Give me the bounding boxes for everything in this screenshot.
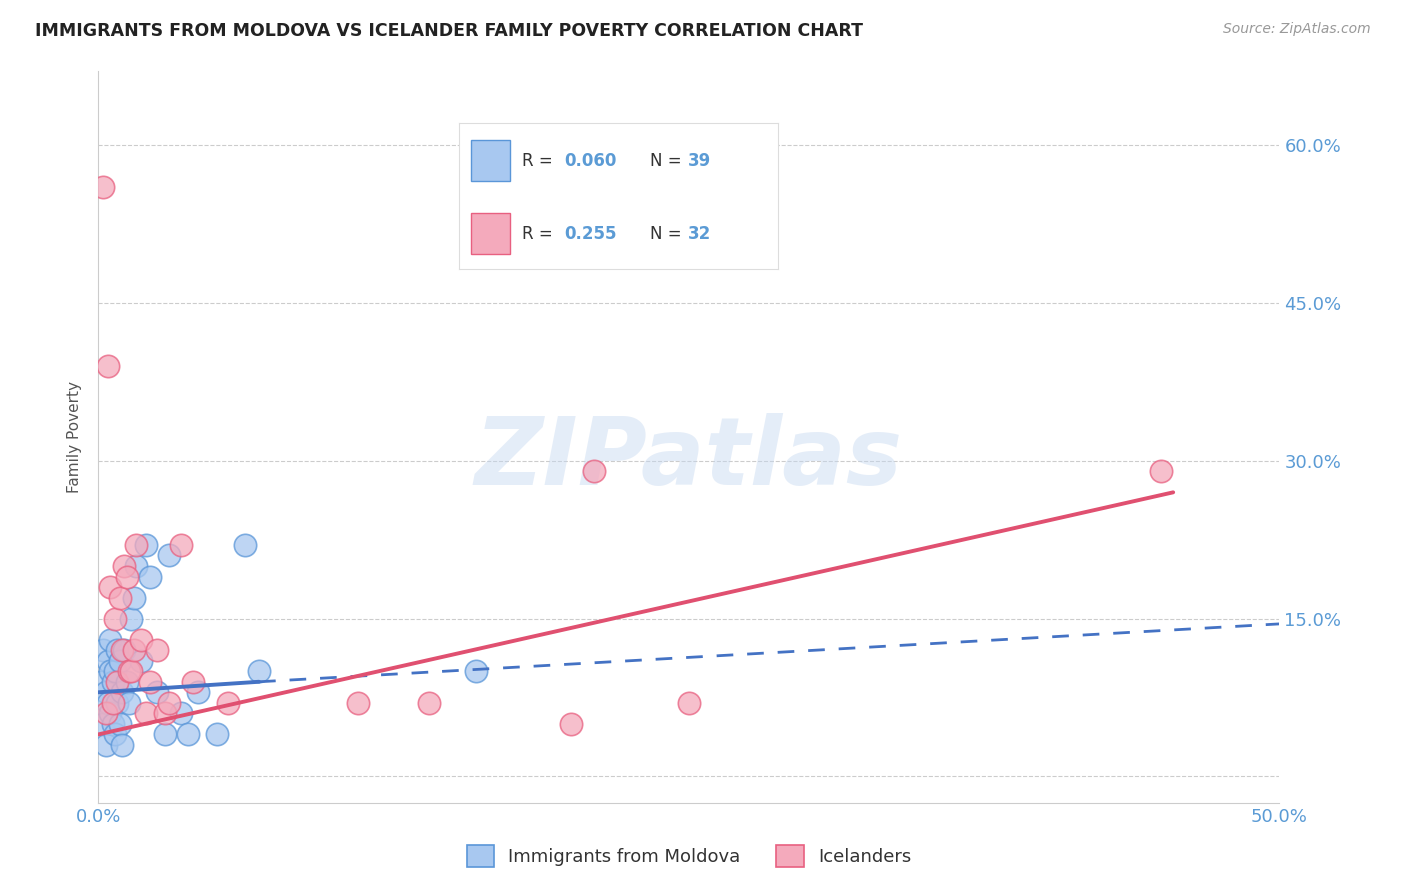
Text: R =: R = <box>523 225 558 243</box>
Point <box>153 706 176 721</box>
Point <box>104 665 127 679</box>
Point <box>91 180 114 194</box>
Point <box>90 674 112 689</box>
Point <box>105 643 128 657</box>
Point <box>187 685 209 699</box>
Point <box>105 696 128 710</box>
Text: 0.060: 0.060 <box>564 152 616 169</box>
Point <box>135 538 157 552</box>
Legend: Immigrants from Moldova, Icelanders: Immigrants from Moldova, Icelanders <box>460 838 918 874</box>
Point <box>146 685 169 699</box>
Point <box>98 706 121 721</box>
Point <box>97 654 120 668</box>
Point <box>108 654 131 668</box>
Point <box>678 696 700 710</box>
Point <box>347 696 370 710</box>
Point <box>181 674 204 689</box>
Point <box>157 549 180 563</box>
Point <box>101 674 124 689</box>
Point <box>98 665 121 679</box>
Point <box>146 643 169 657</box>
Point <box>465 665 488 679</box>
Point <box>97 696 120 710</box>
Point <box>125 559 148 574</box>
Point <box>125 538 148 552</box>
Point <box>112 643 135 657</box>
Point <box>139 674 162 689</box>
Point <box>105 674 128 689</box>
Point <box>121 665 143 679</box>
Text: 39: 39 <box>688 152 711 169</box>
FancyBboxPatch shape <box>471 213 509 254</box>
Point <box>118 696 141 710</box>
Point <box>98 632 121 647</box>
Point <box>101 696 124 710</box>
Text: 0.255: 0.255 <box>564 225 616 243</box>
Point <box>418 696 440 710</box>
Point <box>94 738 117 752</box>
Point <box>157 696 180 710</box>
Point <box>153 727 176 741</box>
Point <box>111 738 134 752</box>
Text: N =: N = <box>650 152 688 169</box>
Text: N =: N = <box>650 225 688 243</box>
Text: Source: ZipAtlas.com: Source: ZipAtlas.com <box>1223 22 1371 37</box>
Point <box>118 665 141 679</box>
Point <box>233 538 256 552</box>
Point <box>247 665 270 679</box>
Point <box>170 538 193 552</box>
Point <box>135 706 157 721</box>
Point <box>560 717 582 731</box>
Text: R =: R = <box>523 152 558 169</box>
Point <box>139 569 162 583</box>
Point <box>205 727 228 741</box>
FancyBboxPatch shape <box>471 140 509 181</box>
Point <box>108 591 131 605</box>
Point <box>112 559 135 574</box>
Point <box>94 685 117 699</box>
Point <box>217 696 239 710</box>
Point <box>108 717 131 731</box>
Point <box>122 643 145 657</box>
Point <box>583 464 606 478</box>
Text: IMMIGRANTS FROM MOLDOVA VS ICELANDER FAMILY POVERTY CORRELATION CHART: IMMIGRANTS FROM MOLDOVA VS ICELANDER FAM… <box>35 22 863 40</box>
Point <box>115 674 138 689</box>
Text: ZIPatlas: ZIPatlas <box>475 413 903 505</box>
Point <box>177 727 200 741</box>
Point <box>111 685 134 699</box>
Text: 32: 32 <box>688 225 711 243</box>
Point <box>104 612 127 626</box>
Point <box>91 643 114 657</box>
Point <box>170 706 193 721</box>
Point <box>129 654 152 668</box>
Y-axis label: Family Poverty: Family Poverty <box>67 381 83 493</box>
Point <box>97 359 120 373</box>
Point <box>121 612 143 626</box>
Point <box>104 727 127 741</box>
Point <box>101 717 124 731</box>
Point <box>1150 464 1173 478</box>
Point <box>94 706 117 721</box>
Point <box>129 632 152 647</box>
Point <box>111 643 134 657</box>
Point <box>91 717 114 731</box>
Point <box>115 569 138 583</box>
Point <box>122 591 145 605</box>
Point <box>98 580 121 594</box>
